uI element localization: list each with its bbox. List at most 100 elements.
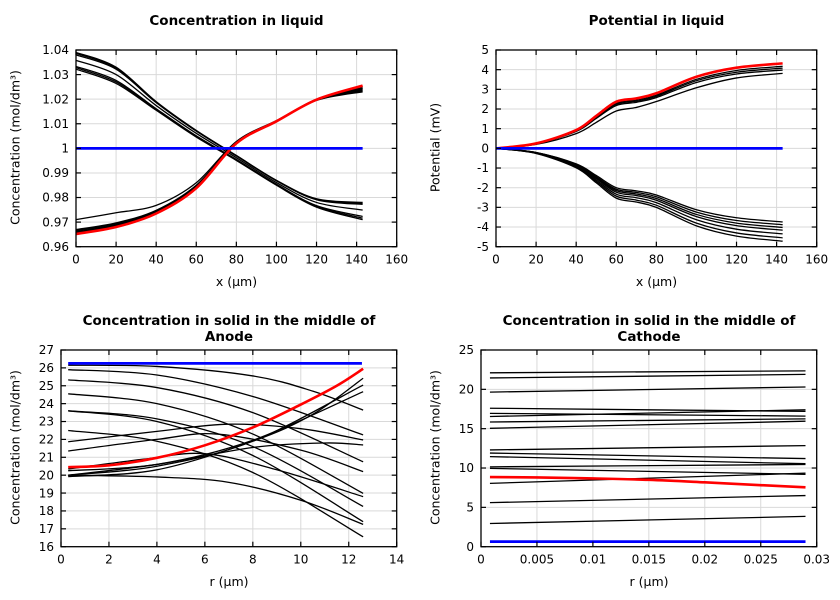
x-tick-label: 0 — [57, 553, 65, 567]
x-tick-label: 120 — [305, 253, 328, 267]
series-black-09 — [489, 444, 806, 451]
y-tick-label: -5 — [477, 240, 489, 254]
y-tick-label: 17 — [39, 522, 54, 536]
series-red-highlight — [495, 62, 783, 150]
x-tick-label: 60 — [609, 253, 624, 267]
y-tick-label: 1.01 — [42, 117, 69, 131]
series-black-neg-02 — [495, 147, 783, 226]
series-black-15 — [489, 494, 806, 504]
series-black-neg-01 — [495, 147, 783, 223]
x-tick-label: 100 — [265, 253, 288, 267]
series-red-highlight — [75, 84, 364, 236]
y-tick-label: 1.02 — [42, 92, 69, 106]
x-tick-label: 0 — [72, 253, 80, 267]
x-axis-label: x (µm) — [215, 274, 258, 289]
y-tick-label: 3 — [481, 83, 489, 97]
x-tick-label: 40 — [569, 253, 584, 267]
series-black-05 — [489, 412, 806, 417]
series-black-03 — [68, 379, 364, 463]
y-tick-label: 1.04 — [42, 43, 69, 57]
y-tick-label: 22 — [39, 433, 54, 447]
y-tick-label: 5 — [481, 43, 489, 57]
series-black-13 — [489, 467, 806, 475]
y-tick-label: 0.99 — [42, 166, 69, 180]
x-tick-label: 0.005 — [520, 553, 554, 567]
series-red-highlight — [68, 367, 364, 469]
x-tick-label: 12 — [341, 553, 356, 567]
y-tick-label: 1 — [481, 122, 489, 136]
y-tick-label: 19 — [39, 486, 54, 500]
y-tick-label: 20 — [459, 383, 474, 397]
series-black-dec-04 — [75, 59, 363, 211]
x-tick-label: 60 — [189, 253, 204, 267]
chart-canvas-potential-liquid: 0 20 40 60 80 100 120 140 160 -5 -4 -3 -2 -1 0 1 2 3 4 5 — [477, 43, 828, 267]
series-black-dec-06 — [75, 67, 363, 219]
series-black-pos-04 — [495, 72, 783, 149]
series-black-09 — [68, 432, 364, 473]
x-tick-label: 20 — [528, 253, 543, 267]
y-tick-label: 4 — [481, 63, 489, 77]
plot-potential-in-liquid: Potential in liquid Potential (mV) 0 20 40… — [420, 0, 840, 300]
y-tick-label: -4 — [477, 220, 489, 234]
series-black-11 — [489, 455, 806, 465]
x-tick-label: 2 — [105, 553, 113, 567]
y-tick-label: 25 — [459, 343, 474, 357]
series-black-06 — [489, 409, 806, 418]
series-black-04 — [68, 393, 364, 494]
y-tick-label: 27 — [39, 343, 54, 357]
y-tick-label: 15 — [459, 422, 474, 436]
x-tick-label: 140 — [345, 253, 368, 267]
y-tick-label: -1 — [477, 161, 489, 175]
chart-title: Concentration in solid in the middle of … — [82, 313, 376, 345]
series-black-10 — [68, 452, 364, 498]
chart-title: Concentration in solid in the middle of … — [502, 313, 796, 345]
series-black-06 — [68, 429, 364, 538]
x-tick-label: 10 — [293, 553, 308, 567]
x-tick-label: 160 — [385, 253, 408, 267]
series-black-01 — [68, 364, 364, 411]
series-black-10 — [489, 452, 806, 460]
y-tick-label: 26 — [39, 361, 54, 375]
series-black-dec-05 — [75, 65, 363, 218]
x-tick-label: 80 — [649, 253, 664, 267]
plot-concentration-in-liquid: Concentration in liquid Concentration (m… — [0, 0, 420, 300]
x-tick-label: 80 — [229, 253, 244, 267]
x-tick-label: 140 — [765, 253, 788, 267]
plot-concentration-solid-cathode: Concentration in solid in the middle of … — [420, 300, 840, 600]
x-tick-label: 40 — [149, 253, 164, 267]
x-tick-label: 20 — [108, 253, 123, 267]
y-tick-label: 20 — [39, 468, 54, 482]
x-tick-label: 0.03 — [803, 553, 830, 567]
y-tick-label: 21 — [39, 450, 54, 464]
y-tick-label: 23 — [39, 415, 54, 429]
series-black-01 — [489, 370, 806, 374]
chart-canvas-concentration-liquid: 0 20 40 60 80 100 120 140 160 0.96 0.97 0.98 0.99 1 1.… — [42, 43, 408, 267]
y-tick-label: 0 — [466, 540, 474, 554]
y-tick-label: 18 — [39, 504, 54, 518]
plot-frame — [60, 349, 398, 548]
y-tick-label: 5 — [466, 501, 474, 515]
series-black-14 — [68, 384, 364, 476]
y-tick-label: 0 — [481, 142, 489, 156]
series-black-12 — [489, 463, 806, 468]
series-black-03 — [489, 386, 806, 393]
series-black-14 — [489, 472, 806, 485]
chart-title: Potential in liquid — [588, 13, 725, 29]
series-black-08 — [68, 423, 364, 443]
series-black-12 — [68, 474, 364, 525]
chart-canvas-solid-cathode: 0 0.005 0.01 0.015 0.02 0.025 0.03 0 5 10 15 20 25 — [459, 343, 830, 567]
series-black-15 — [68, 391, 364, 472]
x-axis-label: x (µm) — [635, 274, 678, 289]
x-tick-label: 0.02 — [691, 553, 718, 567]
plot-concentration-solid-anode: Concentration in solid in the middle of … — [0, 300, 420, 600]
x-tick-label: 4 — [153, 553, 161, 567]
x-tick-label: 0.015 — [632, 553, 666, 567]
y-tick-label: 0.98 — [42, 191, 69, 205]
x-tick-label: 0.01 — [580, 553, 607, 567]
chart-title: Concentration in liquid — [149, 13, 324, 29]
x-axis-label: r (µm) — [629, 574, 669, 589]
series-red-highlight — [489, 475, 806, 489]
y-tick-label: 25 — [39, 379, 54, 393]
x-tick-label: 0 — [477, 553, 485, 567]
